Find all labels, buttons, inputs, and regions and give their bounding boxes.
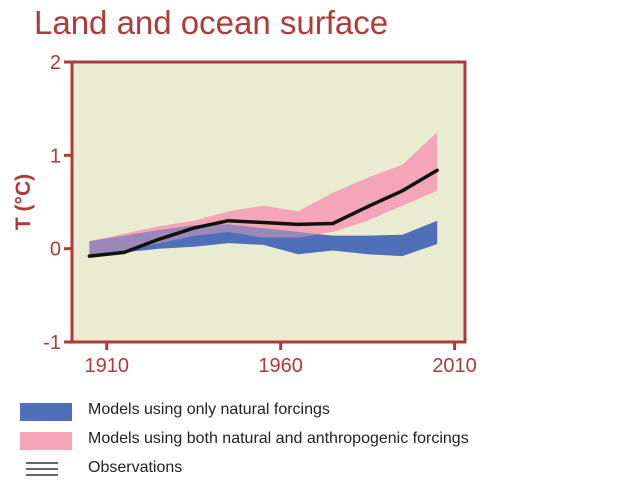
- chart-area: -1 0 1 2 1910 1960 2010 T (°C): [12, 52, 477, 377]
- x-tick-label-1960: 1960: [258, 355, 303, 377]
- legend-swatch-natural: [20, 403, 72, 421]
- plot-frame: [70, 60, 467, 344]
- legend-label: Models using only natural forcings: [88, 401, 330, 418]
- x-tick-label-2010: 2010: [432, 355, 477, 377]
- legend-label: Models using both natural and anthropoge…: [88, 430, 469, 447]
- y-tick-label-0: 0: [50, 239, 61, 261]
- legend-item-observations: Observations: [12, 456, 627, 485]
- y-tick-label-1: 1: [50, 145, 61, 167]
- x-tick-label-1910: 1910: [85, 355, 130, 377]
- chart-title: Land and ocean surface: [34, 4, 389, 41]
- y-tick-label-2: 2: [50, 52, 61, 74]
- observation-line-0: [87, 168, 439, 258]
- model-bands: [89, 132, 438, 257]
- legend-item-anthropogenic: Models using both natural and anthropoge…: [12, 427, 627, 456]
- y-tick-label--1: -1: [43, 332, 61, 354]
- axis-ticks: [64, 60, 457, 350]
- legend-item-natural: Models using only natural forcings: [12, 398, 627, 427]
- y-axis-label: T (°C): [12, 174, 35, 230]
- legend-label: Observations: [88, 459, 183, 476]
- observation-lines: [87, 168, 439, 258]
- legend-swatch-observations: [26, 462, 58, 478]
- legend: Models using only natural forcings Model…: [12, 398, 627, 485]
- band-1: [89, 132, 438, 257]
- legend-swatch-anthropogenic: [20, 432, 72, 450]
- axis-tick-labels: -1 0 1 2 1910 1960 2010: [43, 52, 477, 377]
